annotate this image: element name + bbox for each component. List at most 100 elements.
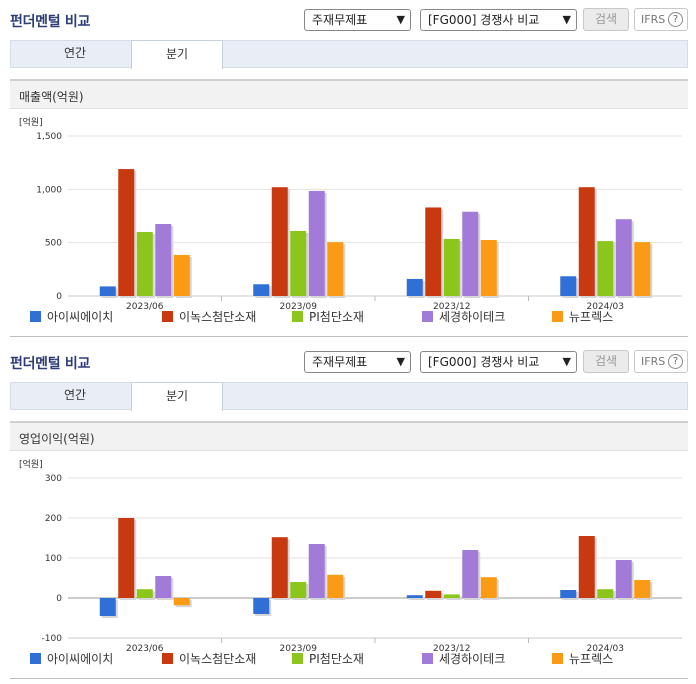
peer-group-select[interactable]: [FG000] 경쟁사 비교 ▼ (420, 351, 577, 373)
ifrs-button[interactable]: IFRS ? (634, 350, 688, 373)
period-tabs: 연간 분기 (10, 40, 688, 69)
peer-group-value: [FG000] 경쟁사 비교 (428, 13, 540, 27)
bar (271, 537, 288, 598)
bar (308, 190, 325, 296)
bar (290, 582, 307, 598)
bar (290, 230, 307, 296)
bar (406, 278, 423, 296)
legend-label: 아이씨에이치 (47, 652, 113, 666)
y-tick-label: 500 (45, 239, 62, 249)
section-header: 펀더멘털 비교 주재무제표 ▼ [FG000] 경쟁사 비교 ▼ 검색 IFRS… (0, 0, 696, 40)
bar (308, 544, 325, 598)
legend-swatch (552, 311, 563, 322)
bar (578, 187, 595, 296)
peer-group-value: [FG000] 경쟁사 비교 (428, 355, 540, 369)
period-tabs: 연간 분기 (10, 382, 688, 411)
divider (10, 336, 688, 337)
legend-label: 세경하이테크 (439, 310, 505, 324)
y-tick-label: 300 (45, 474, 62, 484)
y-tick-label: 0 (56, 594, 62, 604)
bar (253, 284, 270, 296)
bar (597, 241, 614, 296)
section-header: 펀더멘털 비교 주재무제표 ▼ [FG000] 경쟁사 비교 ▼ 검색 IFRS… (0, 342, 696, 382)
bar (634, 242, 651, 296)
legend-label: 뉴프렉스 (569, 652, 613, 666)
x-tick-label: 2023/06 (126, 644, 164, 654)
legend-label: PI첨단소재 (309, 310, 364, 324)
statement-type-value: 주재무제표 (312, 13, 368, 27)
operating-profit-bar-chart: [억원] -100 0 100 200 300 2023/06 2023/09 2023/12 2… (19, 458, 682, 666)
legend-swatch (422, 653, 433, 664)
y-tick-label: 1,500 (36, 132, 62, 142)
ifrs-label: IFRS (641, 355, 666, 368)
legend-label: 아이씨에이치 (47, 310, 113, 324)
y-axis-unit-label: [억원] (19, 458, 43, 470)
bar (173, 254, 190, 296)
x-tick-label: 2024/03 (587, 644, 624, 654)
bar (560, 590, 577, 598)
x-tick-label: 2024/03 (587, 302, 624, 312)
tab-annual[interactable]: 연간 (63, 388, 87, 402)
bar (443, 238, 460, 296)
operating-profit-section: 펀더멘털 비교 주재무제표 ▼ [FG000] 경쟁사 비교 ▼ 검색 IFRS… (0, 342, 696, 684)
chevron-down-icon: ▼ (396, 355, 405, 368)
y-tick-label: -100 (42, 634, 63, 644)
y-axis-unit-label: [억원] (19, 116, 43, 128)
legend-label: 세경하이테크 (439, 652, 505, 666)
bar (118, 518, 135, 598)
ifrs-label: IFRS (641, 13, 666, 26)
revenue-bar-chart: [억원] 0 500 1,000 1,500 2023/06 2023/09 2023/12 2… (19, 116, 682, 324)
bar (425, 590, 442, 598)
tab-quarter[interactable]: 분기 (131, 40, 223, 69)
legend-swatch (552, 653, 563, 664)
statement-type-select[interactable]: 주재무제표 ▼ (304, 351, 411, 373)
bar (425, 207, 442, 296)
legend-swatch (30, 653, 41, 664)
statement-type-select[interactable]: 주재무제표 ▼ (304, 9, 411, 31)
bar (462, 211, 479, 296)
bar (480, 577, 497, 598)
section-title: 펀더멘털 비교 (10, 14, 91, 30)
bar (327, 242, 344, 296)
bar (634, 580, 651, 598)
tab-annual[interactable]: 연간 (63, 46, 87, 60)
x-tick-label: 2023/12 (433, 644, 470, 654)
chart-title: 영업이익(억원) (19, 432, 95, 446)
bar-shadow (408, 597, 425, 600)
search-button[interactable]: 검색 (583, 8, 629, 31)
revenue-section: 펀더멘털 비교 주재무제표 ▼ [FG000] 경쟁사 비교 ▼ 검색 IFRS… (0, 0, 696, 337)
y-tick-label: 100 (45, 554, 62, 564)
x-tick-label: 2023/09 (280, 644, 318, 654)
bar (560, 276, 577, 296)
legend-label: PI첨단소재 (309, 652, 364, 666)
bar (327, 574, 344, 598)
x-tick-label: 2023/06 (126, 302, 164, 312)
legend-swatch (292, 311, 303, 322)
bar (443, 594, 460, 598)
ifrs-button[interactable]: IFRS ? (634, 8, 688, 31)
help-icon: ? (668, 12, 683, 27)
bar (578, 536, 595, 598)
y-tick-label: 0 (56, 292, 62, 302)
chart-title: 매출액(억원) (19, 90, 84, 104)
statement-type-value: 주재무제표 (312, 355, 368, 369)
chart-panel-header: 영업이익(억원) (10, 421, 688, 451)
x-tick-label: 2023/09 (280, 302, 318, 312)
legend-swatch (422, 311, 433, 322)
bar (615, 560, 632, 598)
bar (462, 550, 479, 598)
search-button[interactable]: 검색 (583, 350, 629, 373)
x-tick-label: 2023/12 (433, 302, 470, 312)
peer-group-select[interactable]: [FG000] 경쟁사 비교 ▼ (420, 9, 577, 31)
chevron-down-icon: ▼ (396, 13, 405, 26)
tab-quarter[interactable]: 분기 (131, 382, 223, 411)
bar (271, 187, 288, 296)
chevron-down-icon: ▼ (562, 13, 571, 26)
legend-swatch (292, 653, 303, 664)
bar (136, 232, 153, 296)
y-tick-label: 200 (45, 514, 62, 524)
bar (136, 589, 153, 598)
bar-shadow (445, 596, 462, 600)
bar (155, 576, 172, 598)
bar (155, 224, 172, 296)
